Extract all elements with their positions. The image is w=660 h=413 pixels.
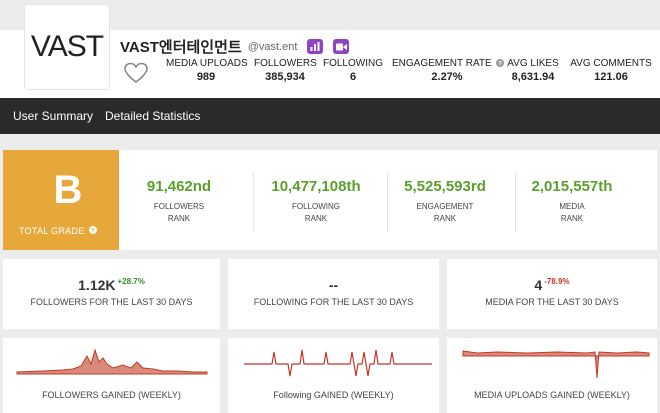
stat-value: 8,631.94 [511,71,555,83]
following-30-days-label: FOLLOWING FOR THE LAST 30 DAYS [253,297,414,307]
media-weekly-area [462,350,650,379]
stat-value: 989 [196,71,216,83]
rank-following: 10,477,108th FOLLOWING RANK [256,178,376,225]
change-badge: +28.7% [117,277,145,287]
following-weekly-card: Following GAINED (WEEKLY) [228,338,439,413]
stat-media-uploads: MEDIA UPLOADS 989 [166,58,248,83]
grade-letter: B [53,168,83,212]
stat-label: MEDIA UPLOADS [166,58,248,69]
rank-engagement: 5,525,593rd ENGAGEMENT RANK [385,178,505,225]
chart-badge-icon[interactable] [307,39,324,54]
stat-label: ENGAGEMENT RATE ? [392,58,505,69]
stat-followers: FOLLOWERS 385,934 [254,58,317,83]
profile-name: VAST엔터테인먼트 [120,39,242,56]
stat-value: 121.06 [594,71,628,83]
divider [253,172,254,232]
stat-label: FOLLOWING [322,58,383,69]
divider [515,172,516,232]
followers-30-days-label: FOLLOWERS FOR THE LAST 30 DAYS [30,297,193,307]
svg-text:?: ? [91,228,95,235]
stat-value: 2.27% [431,71,463,83]
following-30-days: -- [328,277,339,293]
ranks-panel: 91,462nd FOLLOWERS RANK 10,477,108th FOLL… [119,150,657,250]
rank-media: 2,015,557th MEDIA RANK [512,178,632,225]
followers-weekly-area [16,348,208,375]
following-30-days-card: -- FOLLOWING FOR THE LAST 30 DAYS [228,259,439,329]
rank-label: FOLLOWERS RANK [153,202,205,223]
stat-label: FOLLOWERS [254,58,317,69]
rank-label: ENGAGEMENT RANK [416,202,474,223]
media-weekly-card: MEDIA UPLOADS GAINED (WEEKLY) [447,338,657,413]
media-weekly-chart [462,350,650,379]
followers-weekly-chart [16,348,208,375]
media-30-days: 4 -78.9% [534,277,570,293]
stat-value: 385,934 [265,71,305,83]
help-icon[interactable]: ? [89,226,98,235]
help-icon[interactable]: ? [496,59,505,68]
tab-detailed-statistics[interactable]: Detailed Statistics [105,109,201,123]
rank-value: 5,525,593rd [404,178,486,195]
media-weekly-label: MEDIA UPLOADS GAINED (WEEKLY) [474,390,630,400]
stat-label: AVG COMMENTS [570,58,652,69]
stat-value: 6 [349,71,357,83]
stat-engagement-rate: ENGAGEMENT RATE ? 2.27% [392,58,505,83]
video-badge-icon[interactable] [333,39,350,54]
avatar[interactable]: VAST [24,4,110,90]
stat-following: FOLLOWING 6 [322,58,384,83]
stat-avg-comments: AVG COMMENTS 121.06 [566,58,656,83]
followers-30-days: 1.12K +28.7% [78,277,145,293]
change-badge: -78.9% [544,277,570,287]
stat-avg-likes: AVG LIKES 8,631.94 [504,58,562,83]
media-30-days-card: 4 -78.9% MEDIA FOR THE LAST 30 DAYS [447,259,657,329]
profile-handle: @vast.ent [247,40,298,53]
rank-followers: 91,462nd FOLLOWERS RANK [119,178,239,225]
rank-value: 10,477,108th [271,178,361,195]
profile-name-row: VAST엔터테인먼트 @vast.ent [120,36,350,57]
svg-text:?: ? [498,61,502,68]
media-30-days-label: MEDIA FOR THE LAST 30 DAYS [485,297,619,307]
divider [387,172,388,232]
rank-label: MEDIA RANK [559,202,585,223]
grade-label: TOTAL GRADE ? [19,226,98,236]
following-weekly-line [244,349,432,377]
followers-30-days-card: 1.12K +28.7% FOLLOWERS FOR THE LAST 30 DA… [3,259,220,329]
avatar-logo-text: VAST [30,30,104,63]
profile-header: VAST VAST엔터테인먼트 @vast.ent MEDIA UPLOADS … [0,0,660,98]
following-weekly-label: Following GAINED (WEEKLY) [273,390,394,400]
heart-icon[interactable] [124,62,148,84]
tab-user-summary[interactable]: User Summary [13,109,94,123]
followers-weekly-label: FOLLOWERS GAINED (WEEKLY) [42,390,181,400]
stat-label: AVG LIKES [507,58,559,69]
top-strip [0,0,660,30]
rank-value: 2,015,557th [531,178,613,195]
nav-bar: User Summary Detailed Statistics [0,98,660,134]
following-weekly-chart [244,349,432,377]
total-grade-card: B TOTAL GRADE ? [3,150,133,250]
followers-weekly-card: FOLLOWERS GAINED (WEEKLY) [3,338,220,413]
header-panel [0,30,660,98]
rank-value: 91,462nd [146,178,212,195]
rank-label: FOLLOWING RANK [291,202,340,223]
